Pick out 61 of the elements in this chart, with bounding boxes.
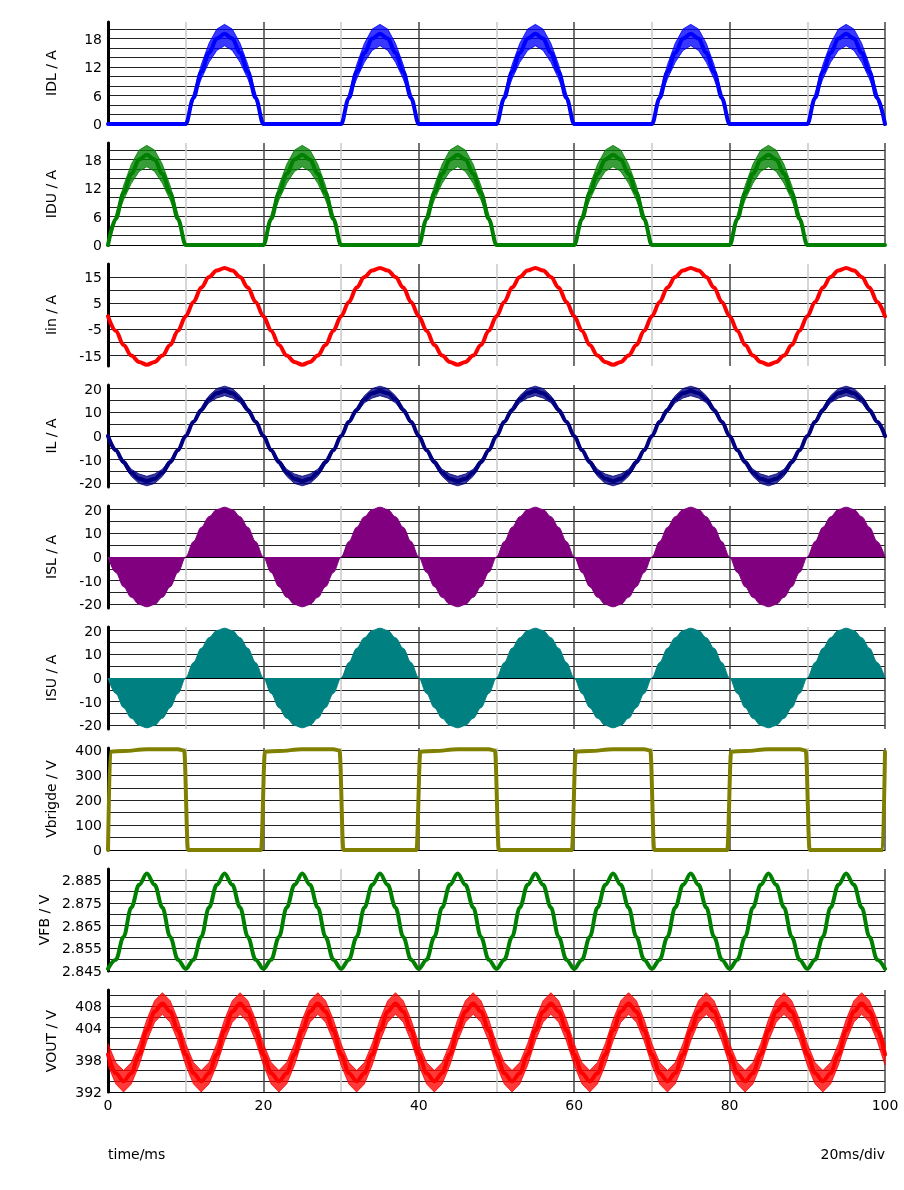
y-tick-label: 18	[84, 151, 102, 168]
y-tick-label: 0	[93, 428, 102, 444]
y-tick-label: 0	[93, 116, 102, 132]
y-tick-label: -15	[79, 347, 102, 364]
x-tick-label: 100	[871, 1097, 899, 1113]
x-axis-title: time/ms	[108, 1146, 166, 1162]
y-tick-label: 398	[75, 1051, 102, 1068]
y-tick-label: 6	[93, 87, 103, 104]
line-series	[106, 871, 887, 971]
y-axis-title: ISL / A	[43, 534, 59, 580]
y-tick-label: 2.865	[61, 917, 102, 934]
y-tick-label: 20	[84, 501, 102, 518]
x-tick-label: 80	[720, 1097, 739, 1113]
y-axis-title: Vbrigde / V	[43, 759, 59, 838]
line-series	[106, 747, 887, 852]
y-tick-label: 0	[93, 670, 102, 686]
y-tick-label: 392	[75, 1084, 102, 1100]
y-tick-label: 0	[93, 842, 102, 858]
y-tick-label: 300	[75, 767, 102, 784]
y-axis-title: Iin / A	[43, 294, 59, 336]
y-tick-label: 0	[93, 237, 102, 253]
y-tick-label: 408	[75, 998, 102, 1015]
y-tick-label: 12	[84, 59, 102, 76]
y-tick-label: -10	[79, 572, 102, 589]
y-axis-title: VFB / V	[36, 894, 53, 946]
x-tick-label: 0	[103, 1097, 113, 1113]
y-tick-label: 100	[75, 817, 102, 834]
y-tick-label: 18	[84, 30, 102, 47]
y-tick-label: 6	[93, 208, 103, 225]
y-axis-title: IDU / A	[43, 169, 59, 219]
y-tick-label: 5	[93, 295, 102, 312]
y-axis-title: ISU / A	[43, 654, 59, 702]
y-tick-label: 10	[84, 404, 102, 421]
y-tick-label: 2.885	[61, 872, 102, 889]
y-tick-label: -10	[79, 693, 102, 710]
y-axis-title: VOUT / V	[43, 1009, 59, 1073]
y-tick-label: 15	[84, 269, 102, 286]
line-series	[106, 265, 887, 367]
text: 20ms/div	[820, 1146, 886, 1162]
y-tick-label: -20	[79, 717, 102, 734]
y-tick-label: 10	[84, 646, 102, 663]
y-axis-title: IDL / A	[43, 49, 59, 96]
x-tick-label: 60	[565, 1097, 584, 1113]
y-tick-label: 0	[93, 549, 102, 565]
x-tick-label: 20	[254, 1097, 273, 1113]
y-tick-label: 200	[75, 792, 102, 809]
y-tick-label: -10	[79, 451, 102, 468]
y-tick-label: 12	[84, 180, 102, 197]
y-tick-label: 20	[84, 380, 102, 397]
y-tick-label: 2.845	[61, 963, 102, 979]
x-tick-label: 40	[409, 1097, 428, 1113]
y-tick-label: 2.855	[61, 940, 102, 957]
y-tick-label: 400	[75, 742, 102, 759]
y-axis-title: IL / A	[43, 418, 59, 454]
y-tick-label: 2.875	[61, 895, 102, 911]
y-tick-label: 20	[84, 622, 102, 639]
y-tick-label: -5	[88, 321, 102, 338]
y-tick-label: 10	[84, 525, 102, 542]
y-tick-label: -20	[79, 475, 102, 492]
y-tick-label: -20	[79, 596, 102, 613]
y-tick-label: 404	[75, 1019, 103, 1036]
